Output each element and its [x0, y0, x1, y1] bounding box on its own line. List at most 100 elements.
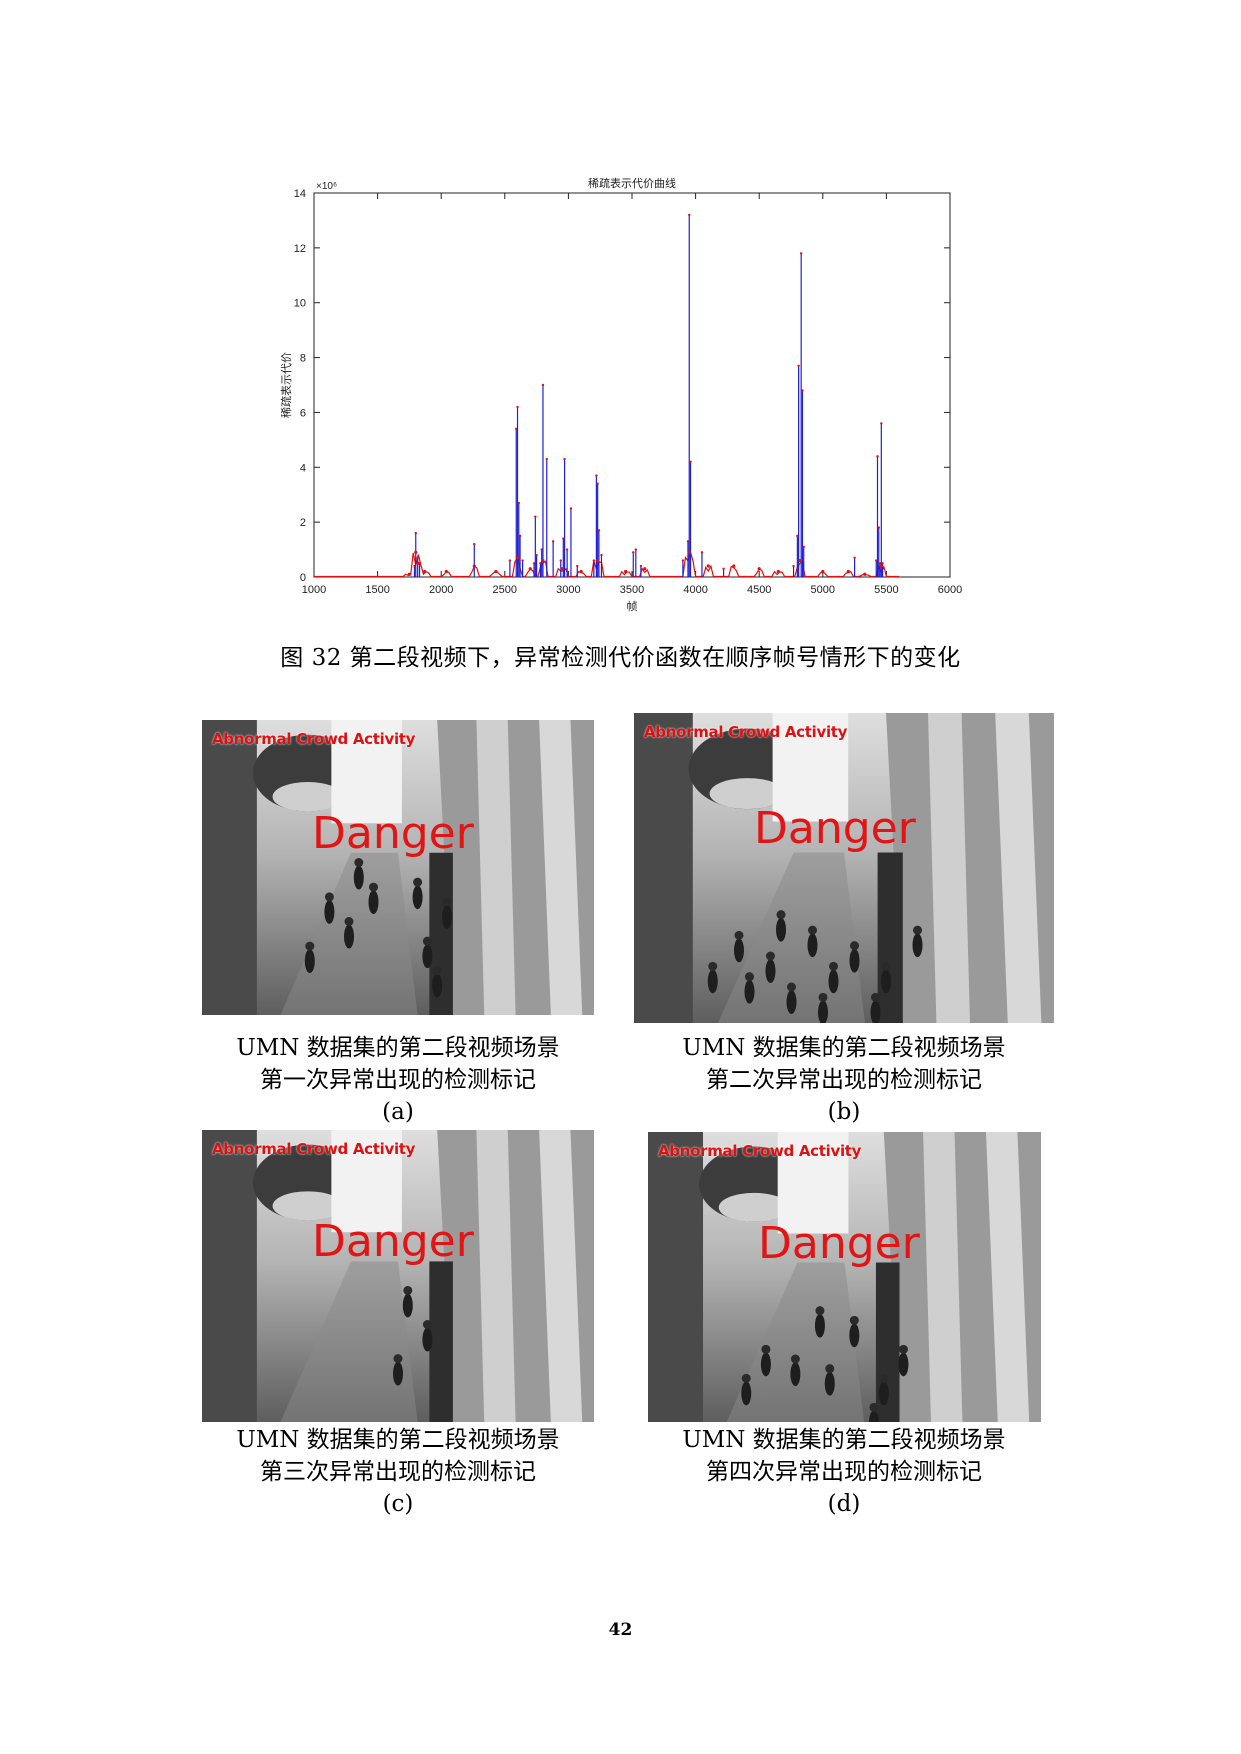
chart-title: 稀疏表示代价曲线 [588, 176, 676, 190]
x-tick-label: 1000 [302, 584, 326, 596]
series-point [853, 556, 856, 559]
cost-curve-chart: 1000 1500 2000 2500 3000 3500 4000 4500 5000 5500… [279, 176, 962, 613]
series-point [643, 567, 647, 571]
series-point [413, 564, 416, 568]
x-tick-label: 5000 [811, 584, 835, 596]
series-point [876, 455, 879, 458]
series-point [821, 569, 825, 574]
danger-label: Danger [312, 808, 474, 859]
series-point [592, 559, 596, 562]
series-point [688, 213, 691, 217]
series-point [414, 550, 418, 554]
series-point [596, 558, 600, 563]
panel-caption-d: UMN 数据集的第二段视频场景 第四次异常出现的检测标记 (d) [682, 1427, 1006, 1517]
x-tick-label: 6000 [938, 584, 962, 596]
series-point [541, 558, 545, 563]
series-point [559, 559, 562, 562]
series-point [508, 559, 512, 562]
series-point [521, 559, 524, 562]
x-tick-label: 4500 [747, 584, 771, 596]
series-point [681, 559, 685, 562]
series-point [597, 529, 601, 532]
video-frame-c: Abnormal Crowd Activity Danger [202, 1130, 594, 1422]
danger-label: Danger [312, 1216, 474, 1267]
series-point [565, 548, 569, 551]
y-tick-label: 14 [294, 188, 306, 200]
series-point [535, 553, 538, 557]
danger-label: Danger [758, 1218, 920, 1269]
y-tick-label: 6 [300, 407, 306, 419]
series-point [579, 569, 583, 574]
series-point [534, 515, 537, 518]
series-point [880, 422, 883, 425]
x-tick-label: 4000 [683, 584, 707, 596]
series-point [796, 534, 799, 538]
video-frame-b: Abnormal Crowd Activity Danger [634, 713, 1054, 1023]
x-tick-label: 2000 [429, 584, 453, 596]
video-frame-d: Abnormal Crowd Activity Danger [648, 1132, 1041, 1422]
series-point [799, 252, 803, 255]
series-point [539, 562, 542, 565]
plot-frame [313, 192, 951, 578]
series-point [595, 474, 598, 477]
series-point [624, 569, 628, 574]
series-point [563, 457, 566, 461]
y-tick-label: 4 [300, 462, 306, 474]
hallway-scene-image [648, 1132, 1041, 1422]
danger-label: Danger [754, 803, 916, 854]
x-tick-label: 1500 [365, 584, 389, 596]
y-tick-label: 12 [294, 243, 306, 255]
panel-caption-b: UMN 数据集的第二段视频场景 第二次异常出现的检测标记 (b) [682, 1035, 1006, 1125]
series-point [515, 427, 518, 431]
figure-caption: 图 32 第二段视频下，异常检测代价函数在顺序帧号情形下的变化 [280, 645, 961, 671]
x-tick-label: 5500 [874, 584, 898, 596]
series-point [801, 389, 804, 392]
x-axis-label: 帧 [627, 599, 638, 613]
abnormal-activity-label: Abnormal Crowd Activity [212, 730, 416, 748]
series-point [562, 537, 565, 540]
series-point [798, 558, 802, 563]
series-point [706, 564, 710, 568]
series-point [528, 567, 532, 571]
y-multiplier-label: ×10⁶ [316, 181, 337, 192]
series-point [516, 405, 519, 409]
series-point [576, 564, 579, 568]
series-point [560, 567, 564, 571]
series-point [473, 542, 476, 546]
y-axis-label: 稀疏表示代价 [279, 352, 293, 418]
series-point [686, 540, 690, 543]
series-point [569, 507, 573, 510]
series-point [444, 569, 448, 574]
y-tick-label: 0 [300, 572, 306, 584]
x-tick-label: 2500 [493, 584, 517, 596]
series-point [802, 545, 805, 549]
series-point [634, 548, 638, 551]
series-point [689, 460, 692, 463]
panel-caption-a: UMN 数据集的第二段视频场景 第一次异常出现的检测标记 (a) [236, 1035, 560, 1125]
series-point [551, 540, 555, 543]
series-point [518, 534, 522, 538]
abnormal-activity-label: Abnormal Crowd Activity [212, 1140, 416, 1158]
series-point [797, 364, 800, 367]
series-point [416, 561, 420, 565]
series-point [732, 564, 736, 568]
abnormal-activity-label: Abnormal Crowd Activity [658, 1142, 862, 1160]
series-point [776, 569, 780, 574]
series-point [700, 551, 704, 554]
series-point [545, 457, 548, 461]
series-point [472, 564, 476, 568]
hallway-scene-image [202, 1130, 594, 1422]
series-point [494, 569, 498, 574]
video-frame-a: Abnormal Crowd Activity Danger [202, 720, 594, 1015]
series-point [792, 564, 795, 568]
series-point [877, 526, 880, 529]
series-point [878, 562, 882, 565]
series-point [722, 567, 725, 570]
y-tick-label: 2 [300, 517, 306, 529]
series-point [423, 569, 427, 574]
series-point [881, 562, 884, 565]
series-point [863, 572, 867, 576]
series-point [875, 559, 878, 562]
series-baseline-line [313, 550, 900, 578]
x-tick-label: 3500 [620, 584, 644, 596]
